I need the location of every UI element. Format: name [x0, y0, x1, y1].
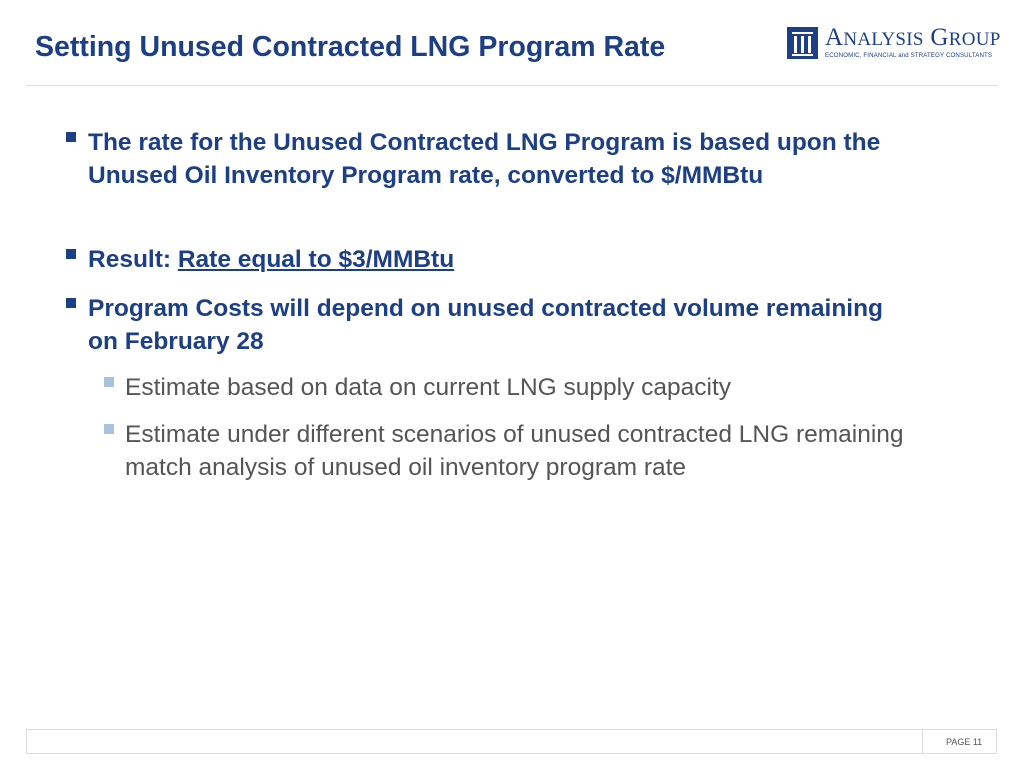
- footer-divider: [922, 729, 923, 754]
- analysis-group-logo: ANALYSIS GROUP ECONOMIC, FINANCIAL and S…: [787, 24, 1001, 61]
- logo-tagline: ECONOMIC, FINANCIAL and STRATEGY CONSULT…: [825, 52, 993, 59]
- bullet-item: The rate for the Unused Contracted LNG P…: [88, 129, 881, 189]
- sub-bullet-square-icon: [104, 424, 114, 434]
- result-rate-link[interactable]: Rate equal to $3/MMBtu: [177, 246, 455, 273]
- sub-bullet-square-icon: [104, 377, 114, 387]
- bullet-item: Program Costs will depend on unused cont…: [88, 295, 884, 355]
- bullet-item: Result: Rate equal to $3/MMBtu: [88, 243, 908, 276]
- result-prefix: Result:: [88, 246, 178, 273]
- header-divider: [26, 85, 998, 86]
- sub-bullet-item: Estimate under different scenarios of un…: [125, 421, 904, 481]
- bullet-square-icon: [66, 132, 76, 142]
- slide-title: Setting Unused Contracted LNG Program Ra…: [35, 31, 666, 63]
- logo-wordmark: ANALYSIS GROUP: [825, 24, 1001, 51]
- bullet-square-icon: [66, 249, 76, 259]
- columns-logo-icon: [787, 27, 818, 59]
- sub-bullet-item: Estimate based on data on current LNG su…: [125, 374, 732, 401]
- bullet-square-icon: [66, 298, 76, 308]
- page-number: PAGE 11: [946, 737, 983, 747]
- footer-bar: [26, 729, 997, 754]
